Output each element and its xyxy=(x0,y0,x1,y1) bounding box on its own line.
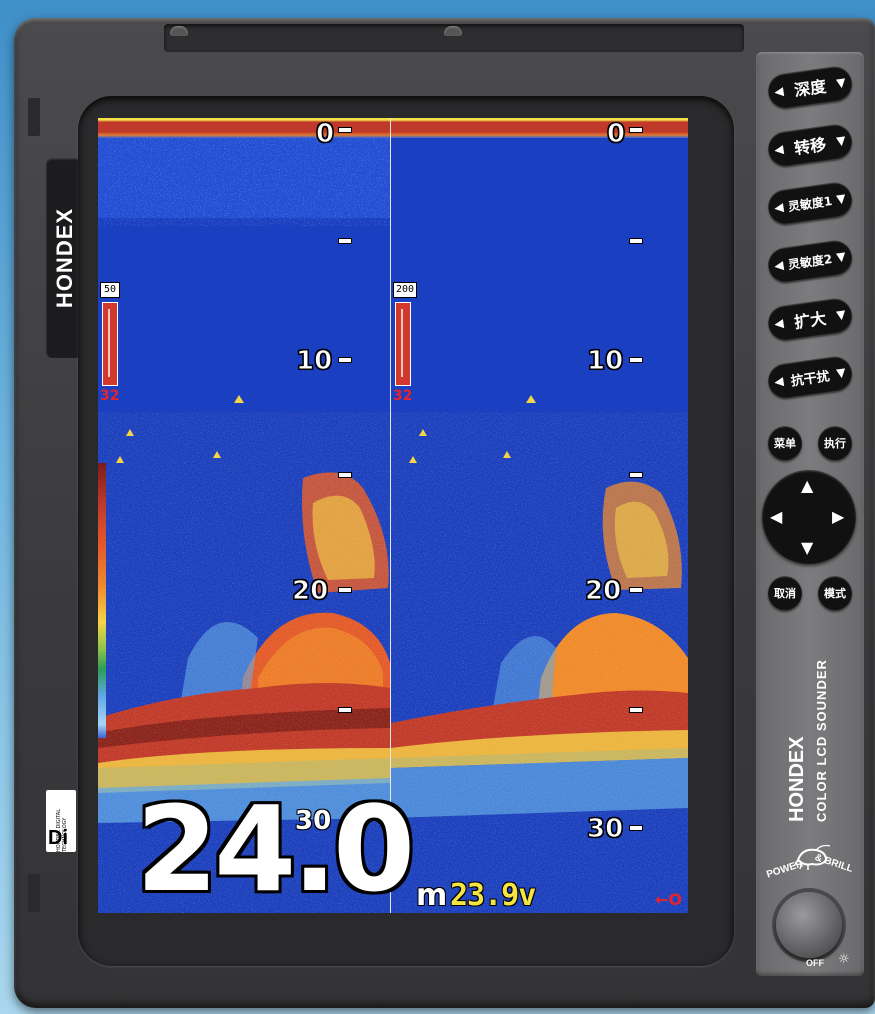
depth-tick xyxy=(339,708,351,712)
surface-line xyxy=(391,118,688,138)
di-badge: HONDEX DIGITAL TECHNOLOGY Di xyxy=(46,790,76,852)
hondex-logo: HONDEX xyxy=(46,158,84,358)
power-label: POWER xyxy=(765,858,805,881)
arrow-left-icon[interactable]: ◀ xyxy=(770,507,783,526)
triangle-down-icon: ▼ xyxy=(835,249,847,265)
triangle-down-icon: ▼ xyxy=(835,133,847,149)
color-scale-bar xyxy=(98,463,106,738)
gain-value: 32 xyxy=(393,388,413,404)
triangle-down-icon: ▼ xyxy=(835,191,847,207)
depth-tick xyxy=(339,358,351,362)
cancel-button[interactable]: 取消 xyxy=(768,576,802,610)
triangle-left-icon: ◀ xyxy=(773,315,785,331)
shift-button[interactable]: ◀ 转移 ▼ xyxy=(766,122,854,168)
bezel-notch xyxy=(28,98,40,136)
triangle-left-icon: ◀ xyxy=(773,373,785,389)
direction-pad[interactable]: ▲ ▼ ◀ ▶ xyxy=(762,470,856,564)
depth-tick xyxy=(630,708,642,712)
menu-button[interactable]: 菜单 xyxy=(768,426,802,460)
surface-line xyxy=(98,118,390,138)
triangle-left-icon: ◀ xyxy=(773,257,785,273)
triangle-down-icon: ▼ xyxy=(835,365,847,381)
depth-label-10: 10 xyxy=(295,346,333,376)
depth-label-20: 20 xyxy=(584,576,622,606)
voltage-readout: 23.9v xyxy=(450,878,536,913)
panel-branding: HONDEX COLOR LCD SOUNDER xyxy=(786,659,829,822)
depth-tick xyxy=(630,128,642,132)
triangle-left-icon: ◀ xyxy=(773,199,785,215)
triangle-down-icon: ▼ xyxy=(835,307,847,323)
bezel-notch xyxy=(28,874,40,912)
gain-bar xyxy=(395,302,411,386)
depth-tick xyxy=(339,128,351,132)
shrimp-logo-icon xyxy=(793,844,831,870)
gain-bar xyxy=(102,302,118,386)
mount-knob xyxy=(444,26,462,36)
power-brightness-dial[interactable] xyxy=(776,892,842,958)
brightness-icon: ☼ xyxy=(838,952,850,967)
depth-tick xyxy=(630,473,642,477)
depth-label-20: 20 xyxy=(291,576,329,606)
right-echogram: 0 10 20 30 200 32 ←O xyxy=(391,118,688,913)
execute-button[interactable]: 执行 xyxy=(818,426,852,460)
gain-range-box: 50 xyxy=(100,282,120,298)
arrow-down-icon[interactable]: ▼ xyxy=(801,538,814,557)
mode-button[interactable]: 模式 xyxy=(818,576,852,610)
depth-label-30: 30 xyxy=(586,814,624,844)
left-echogram: 0 10 20 50 32 xyxy=(98,118,390,913)
sonar-screen: 0 10 20 50 32 xyxy=(98,118,688,913)
depth-tick xyxy=(630,826,642,830)
depth-label-10: 10 xyxy=(586,346,624,376)
right-echo-graphic xyxy=(391,395,688,913)
direction-indicator: ←O xyxy=(654,890,682,909)
left-echo-graphic xyxy=(98,138,390,913)
depth-tick xyxy=(339,473,351,477)
depth-tick xyxy=(630,358,642,362)
arrow-right-icon[interactable]: ▶ xyxy=(832,507,845,526)
zoom-button[interactable]: ◀ 扩大 ▼ xyxy=(766,296,854,342)
depth-readout: 24.0 xyxy=(136,780,415,913)
gain-range-box: 200 xyxy=(393,282,417,298)
depth-tick xyxy=(339,239,351,243)
depth-unit: m xyxy=(416,878,448,913)
gain2-button[interactable]: ◀ 灵敏度2 ▼ xyxy=(766,238,854,284)
depth-tick xyxy=(630,239,642,243)
depth-tick xyxy=(630,588,642,592)
depth-label-0: 0 xyxy=(315,119,335,149)
gain1-button[interactable]: ◀ 灵敏度1 ▼ xyxy=(766,180,854,226)
triangle-left-icon: ◀ xyxy=(773,83,785,99)
control-panel: ◀ 深度 ▼ ◀ 转移 ▼ ◀ 灵敏度1 ▼ ◀ 灵敏度2 ▼ ◀ 扩大 ▼ ◀ 抗干扰 ▼ 菜单 执行… xyxy=(756,52,864,976)
depth-button[interactable]: ◀ 深度 ▼ xyxy=(766,64,854,110)
top-handle xyxy=(164,24,744,52)
interference-reject-button[interactable]: ◀ 抗干扰 ▼ xyxy=(766,354,854,400)
temperature-readout: 30 xyxy=(295,806,332,836)
gain-value: 32 xyxy=(100,388,120,404)
triangle-down-icon: ▼ xyxy=(835,75,847,91)
depth-tick xyxy=(339,588,351,592)
triangle-left-icon: ◀ xyxy=(773,141,785,157)
split-divider xyxy=(390,118,391,913)
mount-knob xyxy=(170,26,188,36)
arrow-up-icon[interactable]: ▲ xyxy=(801,476,814,495)
off-label: OFF xyxy=(806,958,824,968)
depth-label-0: 0 xyxy=(606,119,626,149)
